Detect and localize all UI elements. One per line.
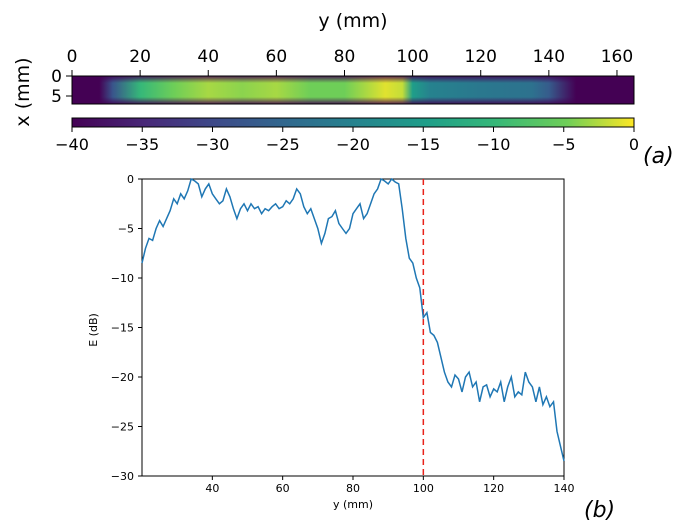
heatmap-y-tick-label: 0	[51, 67, 62, 87]
y-tick-label: −30	[111, 470, 134, 483]
line-y-ticks: 0 −5 −10 −15 −20 −25 −30	[111, 173, 142, 483]
x-tick-label: 80	[346, 482, 360, 495]
y-tick-label: 0	[127, 173, 134, 186]
colorbar-tick-label: −5	[552, 135, 576, 154]
line-x-axis-label: y (mm)	[333, 498, 373, 511]
heatmap-x-tick-label: 20	[129, 47, 151, 67]
colorbar-tick-label: −40	[55, 135, 89, 154]
y-tick-label: −20	[111, 371, 134, 384]
y-tick-label: −25	[111, 421, 134, 434]
panel-label-a: (a)	[643, 144, 674, 169]
heatmap-y-tick-label: 5	[51, 87, 62, 107]
colorbar	[71, 117, 635, 128]
line-x-ticks: 40 60 80 100 120 140	[205, 476, 575, 495]
colorbar-tick-label: −10	[477, 135, 511, 154]
heatmap-top-axis-label: y (mm)	[318, 10, 387, 32]
heatmap-y-ticks: 05	[51, 67, 72, 107]
x-tick-label: 40	[205, 482, 219, 495]
heatmap-panel: y (mm) 0 20 40 60 80 100 120 140 160 05 x (mm) −…	[12, 10, 674, 169]
heatmap-x-tick-label: 60	[266, 47, 288, 67]
colorbar-tick-label: 0	[629, 135, 639, 154]
colorbar-ticks: −40 −35 −30 −25 −20 −15 −10 −5 0	[55, 127, 639, 154]
x-tick-label: 120	[483, 482, 504, 495]
y-tick-label: −5	[118, 223, 134, 236]
heatmap-frame	[71, 75, 635, 105]
heatmap-x-tick-label: 0	[67, 47, 78, 67]
colorbar-tick-label: −25	[266, 135, 300, 154]
y-tick-label: −10	[111, 272, 134, 285]
colorbar-tick-label: −30	[196, 135, 230, 154]
heatmap-y-axis-label: x (mm)	[12, 57, 34, 126]
colorbar-tick-label: −20	[336, 135, 370, 154]
x-tick-label: 140	[554, 482, 575, 495]
heatmap-x-tick-label: 100	[396, 47, 428, 67]
heatmap-x-tick-label: 140	[533, 47, 565, 67]
heatmap-x-tick-label: 80	[334, 47, 356, 67]
line-chart-panel: 40 60 80 100 120 140 0 −5 −10 −15 −20 −25 −30 y (mm…	[87, 173, 615, 523]
line-y-axis-label: E (dB)	[87, 313, 100, 347]
x-tick-label: 100	[413, 482, 434, 495]
heatmap-edge-fade	[72, 76, 634, 104]
plot-area-frame	[141, 178, 565, 477]
colorbar-tick-label: −35	[125, 135, 159, 154]
x-tick-label: 60	[276, 482, 290, 495]
colorbar-tick-label: −15	[406, 135, 440, 154]
heatmap-x-tick-label: 120	[465, 47, 497, 67]
y-tick-label: −15	[111, 322, 134, 335]
heatmap-x-ticks: 0 20 40 60 80 100 120 140 160	[67, 47, 633, 76]
heatmap-x-tick-label: 160	[601, 47, 633, 67]
heatmap-x-tick-label: 40	[197, 47, 219, 67]
panel-label-b: (b)	[584, 498, 615, 523]
series-line-e-db	[141, 177, 565, 462]
